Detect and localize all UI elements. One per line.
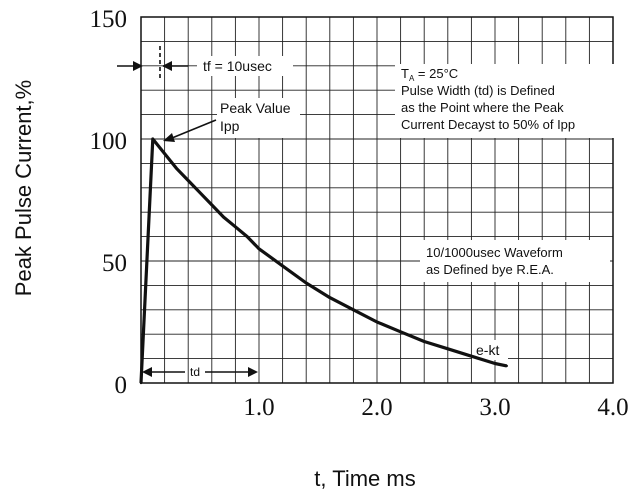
data-point <box>446 347 449 351</box>
data-point <box>151 137 154 141</box>
series-line-waveform <box>139 137 508 384</box>
data-point <box>163 152 166 155</box>
data-point <box>352 308 355 311</box>
note-line-1: Pulse Width (td) is Defined <box>401 83 555 98</box>
data-point <box>175 167 178 170</box>
plot-frame <box>140 16 614 384</box>
waveform-line-2: as Defined bye R.E.A. <box>426 262 554 277</box>
y-tick-label: 50 <box>102 250 127 277</box>
tf-annotation <box>117 46 188 80</box>
peak-arrow <box>163 119 217 142</box>
data-point <box>198 191 202 194</box>
note-line-2: as the Point where the Peak <box>401 100 564 115</box>
td-label: td <box>190 365 200 379</box>
peak-label-line2: Ipp <box>220 118 240 134</box>
data-point <box>281 264 284 268</box>
data-point <box>234 225 237 229</box>
data-point <box>139 381 143 385</box>
ekt-label: e-kt <box>476 342 499 358</box>
data-point <box>375 320 379 324</box>
data-point <box>328 296 331 299</box>
data-point <box>493 362 497 365</box>
ekt-label-box <box>472 340 508 360</box>
data-point <box>187 179 190 182</box>
peak-label-line1: Peak Value <box>220 100 291 116</box>
y-tick-label: 100 <box>90 128 128 155</box>
x-tick-labels: 1.0 2.0 3.0 4.0 <box>243 394 628 421</box>
data-point <box>257 247 261 250</box>
data-point <box>210 203 213 207</box>
tf-label: tf = 10usec <box>203 58 272 74</box>
data-point <box>399 330 402 333</box>
ta-label: TA = 25°C <box>401 66 458 83</box>
x-tick-label: 1.0 <box>243 394 274 421</box>
data-point <box>222 215 225 219</box>
data-point <box>423 340 426 343</box>
x-axis-title: t, Time ms <box>314 466 415 491</box>
td-annotation <box>142 367 258 377</box>
data-point <box>505 364 508 368</box>
y-axis-title: Peak Pulse Current,% <box>11 80 36 296</box>
data-point <box>246 235 249 238</box>
x-tick-label: 2.0 <box>361 394 392 421</box>
data-point <box>305 281 308 285</box>
tf-label-box <box>197 56 293 76</box>
peak-label-box <box>217 98 300 138</box>
y-tick-label: 0 <box>115 372 128 399</box>
x-tick-label: 3.0 <box>479 394 510 421</box>
x-tick-label: 4.0 <box>597 394 628 421</box>
data-point <box>470 354 473 358</box>
note-line-3: Current Decayst to 50% of Ipp <box>401 117 575 132</box>
y-tick-label: 150 <box>90 6 128 33</box>
note-box <box>395 64 615 138</box>
y-tick-labels: 0 50 100 150 <box>90 6 128 399</box>
waveform-line-1: 10/1000usec Waveform <box>426 245 563 260</box>
waveform-box <box>420 240 610 282</box>
